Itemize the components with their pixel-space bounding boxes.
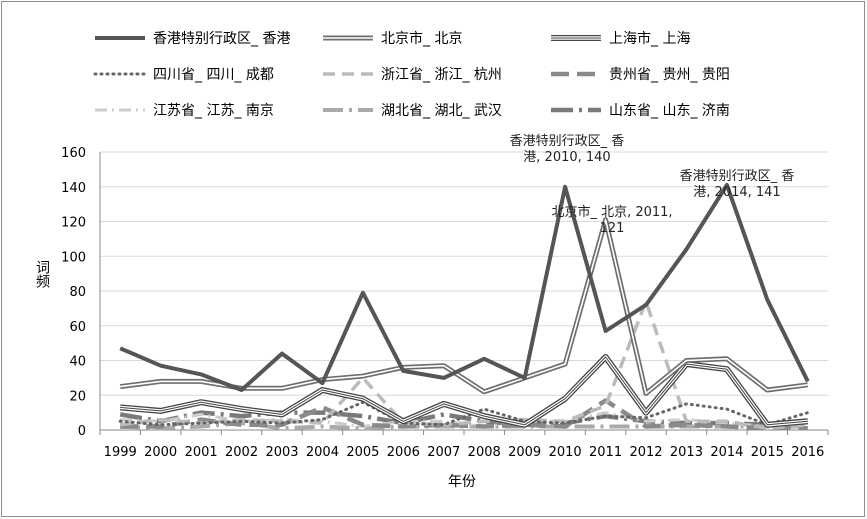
legend-item-6: 江苏省_ 江苏_ 南京 [95, 103, 274, 119]
legend-label: 贵州省_ 贵州_ 贵阳 [609, 67, 730, 83]
x-tick-label: 2014 [710, 445, 743, 460]
series-2 [119, 354, 809, 428]
legend-item-2: 上海市_ 上海 [551, 30, 690, 47]
x-tick-label: 2009 [508, 445, 541, 460]
x-tick-label: 1999 [104, 445, 137, 460]
x-tick-label: 2001 [185, 445, 218, 460]
series-3 [118, 400, 810, 427]
legend-item-7: 湖北省_ 湖北_ 武汉 [323, 103, 502, 119]
y-tick-label: 160 [61, 146, 86, 161]
legend-item-1: 北京市_ 北京 [323, 30, 462, 47]
legend-item-8: 山东省_ 山东_ 济南 [551, 103, 730, 119]
y-tick-label: 140 [61, 181, 86, 196]
annotation-label: 港, 2010, 140 [523, 150, 610, 165]
x-tick-label: 2012 [629, 445, 662, 460]
y-tick-label: 120 [61, 216, 86, 231]
legend-label: 江苏省_ 江苏_ 南京 [153, 103, 274, 119]
series-0-line [119, 183, 810, 392]
x-axis-title: 年份 [448, 474, 476, 490]
x-tick-label: 2003 [265, 445, 298, 460]
y-tick-label: 40 [69, 355, 86, 370]
series-2-line-core [120, 356, 808, 426]
annotation-label: 港, 2014, 141 [693, 185, 780, 200]
series-0 [119, 183, 810, 392]
series-5-line [120, 398, 808, 431]
annotation-label: 121 [600, 221, 625, 236]
legend-label: 山东省_ 山东_ 济南 [609, 103, 730, 119]
x-tick-label: 2008 [468, 445, 501, 460]
y-axis-title: 词频 [34, 260, 50, 288]
legend-label: 北京市_ 北京 [381, 30, 462, 47]
annotation-label: 北京市_ 北京, 2011, [551, 204, 672, 220]
legend-label: 湖北省_ 湖北_ 武汉 [381, 103, 502, 119]
legend-label: 四川省_ 四川_ 成都 [153, 67, 274, 83]
annotation-label: 香港特别行政区_ 香 [680, 169, 795, 184]
y-tick-label: 20 [69, 389, 86, 404]
series-3-line [118, 400, 810, 427]
legend-label: 上海市_ 上海 [609, 30, 690, 47]
x-tick-label: 2011 [589, 445, 622, 460]
annotation-label: 香港特别行政区_ 香 [510, 134, 625, 149]
x-tick-label: 2004 [306, 445, 339, 460]
x-tick-label: 2013 [670, 445, 703, 460]
x-tick-label: 2010 [549, 445, 582, 460]
legend-item-0: 香港特别行政区_ 香港 [95, 31, 290, 47]
x-tick-label: 2007 [427, 445, 460, 460]
x-tick-label: 2015 [751, 445, 784, 460]
legend-item-4: 浙江省_ 浙江_ 杭州 [323, 67, 502, 83]
x-tick-label: 2002 [225, 445, 258, 460]
axes: 0 20 40 60 80 100 120 140 160 1999 2000 2001 2002 200… [61, 146, 829, 460]
series-lines [118, 183, 810, 431]
x-tick-label: 2016 [791, 445, 824, 460]
series-5 [120, 398, 808, 431]
y-tick-label: 0 [78, 424, 86, 439]
y-tick-label: 60 [69, 320, 86, 335]
legend-item-5: 贵州省_ 贵州_ 贵阳 [551, 67, 730, 83]
x-tick-label: 2005 [346, 445, 379, 460]
y-tick-label: 80 [69, 285, 86, 300]
legend-label: 香港特别行政区_ 香港 [153, 31, 290, 47]
legend-item-3: 四川省_ 四川_ 成都 [93, 67, 274, 83]
x-tick-label: 2006 [387, 445, 420, 460]
legend-label: 浙江省_ 浙江_ 杭州 [381, 67, 502, 83]
y-tick-label: 100 [61, 250, 86, 265]
x-tick-label: 2000 [144, 445, 177, 460]
